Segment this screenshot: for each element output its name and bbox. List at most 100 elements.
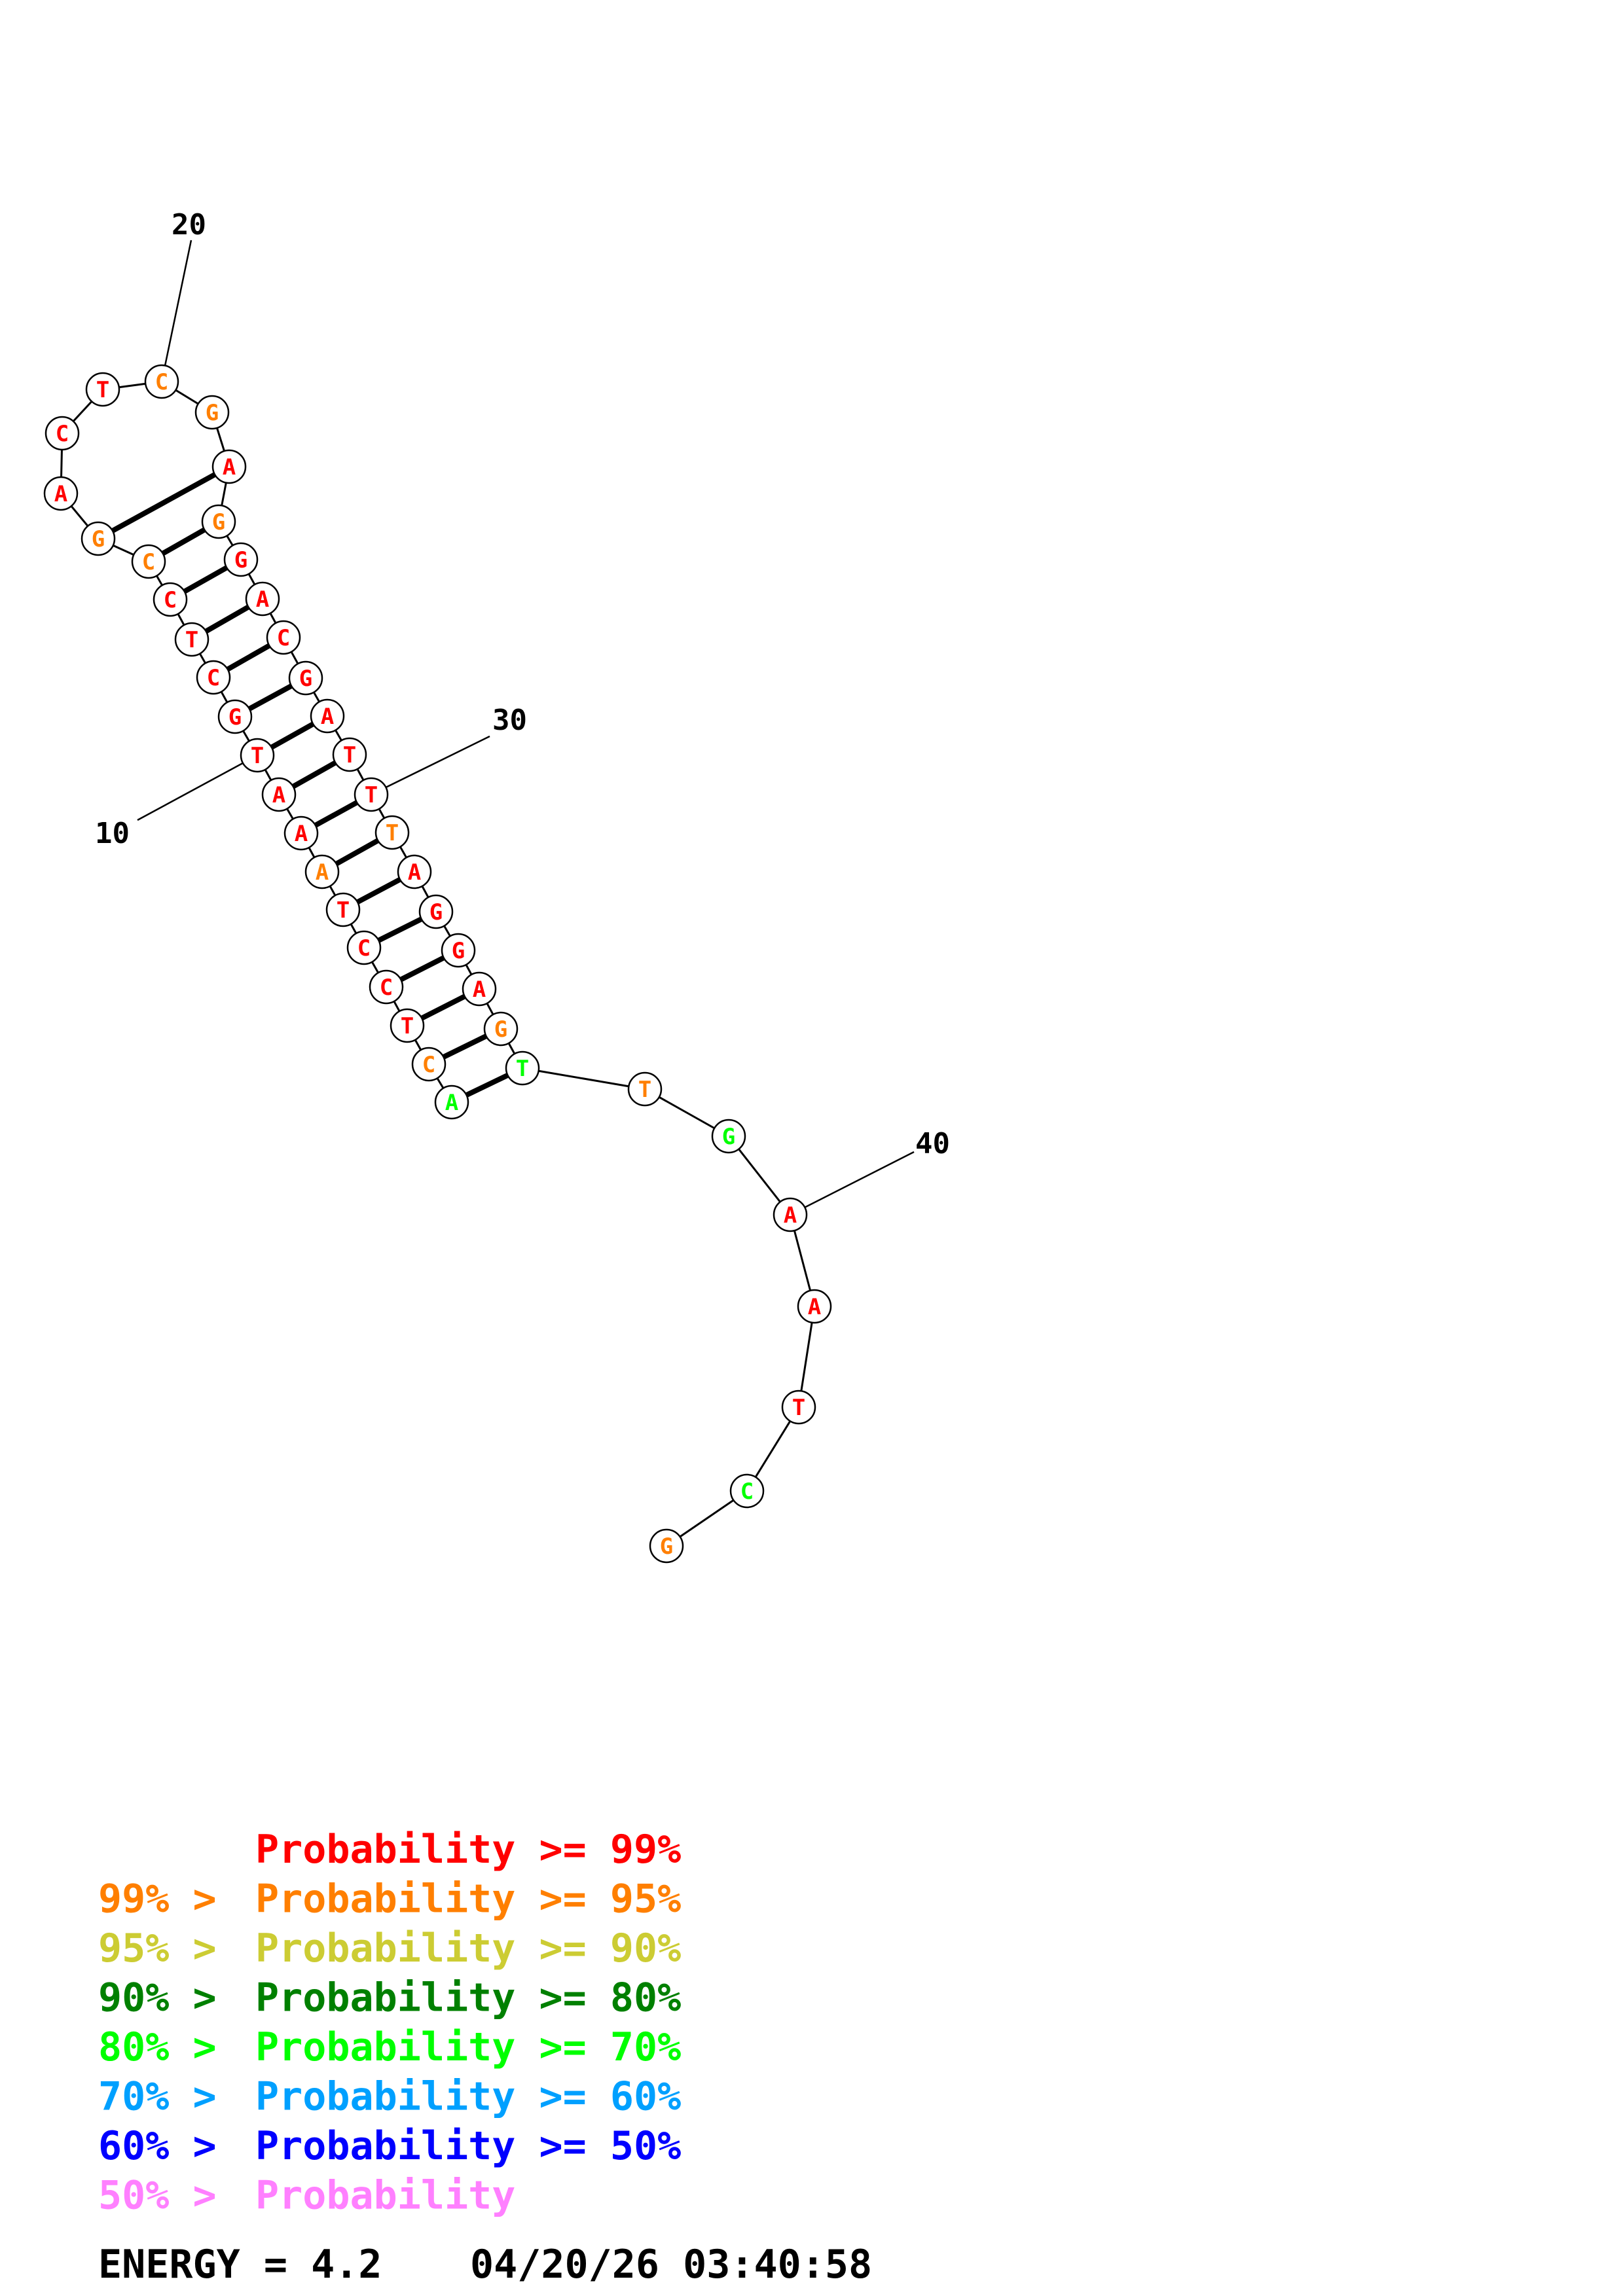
index-label: 40: [915, 1127, 950, 1160]
nucleotide-circle: [201, 504, 236, 539]
nucleotide: A: [304, 854, 340, 889]
nucleotide: T: [240, 738, 275, 773]
nucleotide-circle: [332, 737, 367, 772]
legend-label: Probability >= 90%: [255, 1926, 681, 1971]
legend-label: Probability >= 99%: [255, 1827, 681, 1873]
nucleotide-circle: [797, 1289, 832, 1324]
nucleotide: A: [462, 971, 497, 1007]
nucleotide-circle: [325, 892, 361, 927]
nucleotide-circle: [288, 660, 323, 696]
energy-text: ENERGY = 4.2: [98, 2242, 382, 2287]
nucleotide-letter: T: [337, 897, 350, 924]
nucleotide: G: [711, 1119, 746, 1154]
legend-range: 90% >: [98, 1975, 217, 2021]
nucleotide: G: [223, 542, 259, 577]
nucleotide: T: [325, 892, 361, 927]
index-tick-line: [790, 1151, 915, 1216]
nucleotide: A: [797, 1289, 832, 1324]
nucleotide-circle: [354, 777, 389, 812]
nucleotide-letter: A: [473, 977, 486, 1003]
nucleotide-letter: C: [155, 369, 168, 395]
nucleotide-letter: C: [357, 935, 371, 961]
nucleotide-circle: [418, 894, 454, 929]
nucleotide: A: [211, 449, 247, 484]
nucleotide: C: [196, 660, 231, 695]
nucleotide-letter: A: [808, 1294, 821, 1320]
nucleotide-letter: C: [164, 587, 177, 613]
nucleotide-letter: T: [343, 742, 356, 768]
nucleotide-circle: [397, 854, 432, 889]
legend-range: 80% >: [98, 2024, 217, 2070]
nucleotide-letter: G: [660, 1534, 673, 1560]
nucleotide: T: [354, 777, 389, 812]
nucleotide-circle: [240, 738, 275, 773]
nucleotide-circle: [223, 542, 259, 577]
nucleotide-circle: [483, 1011, 519, 1047]
nucleotide: G: [81, 521, 116, 556]
nucleotide: A: [397, 854, 432, 889]
nucleotide-letter: T: [792, 1395, 805, 1421]
nucleotide: C: [144, 364, 179, 399]
nucleotide-circle: [196, 660, 231, 695]
legend-range: 60% >: [98, 2123, 217, 2169]
nucleotide-circle: [374, 815, 410, 850]
nucleotide-letter: T: [638, 1077, 651, 1103]
nucleotide: A: [283, 816, 319, 851]
legend-label: Probability >= 80%: [255, 1975, 681, 2021]
nucleotide-letter: C: [422, 1052, 435, 1078]
nucleotide: C: [266, 620, 301, 655]
nucleotide: T: [627, 1071, 663, 1107]
nucleotide-letter: A: [321, 704, 334, 730]
nucleotide-circle: [346, 930, 382, 965]
legend-range: 70% >: [98, 2074, 217, 2120]
nucleotide-circle: [194, 395, 230, 430]
nucleotide-circle: [729, 1473, 765, 1509]
nucleotide-circle: [441, 933, 476, 968]
nucleotide-circle: [649, 1528, 684, 1564]
legend-range: 99% >: [98, 1876, 217, 1922]
nucleotide: A: [43, 476, 79, 511]
nucleotide-letter: T: [401, 1013, 414, 1039]
legend-label: Probability >= 95%: [255, 1876, 681, 1922]
nucleotide-circle: [131, 544, 166, 579]
nucleotide-letter: A: [256, 586, 269, 613]
nucleotide: G: [217, 699, 253, 734]
nucleotide-circle: [85, 372, 120, 407]
nucleotide: T: [781, 1390, 816, 1425]
nucleotide-circle: [781, 1390, 816, 1425]
nucleotide-letter: T: [365, 782, 378, 808]
nucleotide: A: [261, 777, 297, 812]
nucleotide-letter: G: [206, 400, 219, 426]
nucleotide: T: [374, 815, 410, 850]
nucleotide-circle: [245, 581, 280, 617]
nucleotide: A: [773, 1197, 808, 1232]
nucleotide-circle: [153, 582, 188, 617]
nucleotide-circle: [304, 854, 340, 889]
nucleotide-circle: [434, 1085, 469, 1120]
nucleotide: C: [729, 1473, 765, 1509]
nucleotide: C: [153, 582, 188, 617]
legend-label: Probability >= 50%: [255, 2123, 681, 2169]
nucleotide: A: [310, 698, 345, 734]
nucleotide-letter: T: [96, 377, 109, 403]
nucleotide: G: [201, 504, 236, 539]
nucleotide-circle: [217, 699, 253, 734]
nucleotide-circle: [505, 1050, 540, 1086]
index-label: 20: [172, 208, 206, 242]
legend-range: 50% >: [98, 2173, 217, 2219]
nucleotide: C: [369, 969, 404, 1005]
index-ticks: 10 20 30 40: [95, 208, 950, 1216]
index-tick-line: [160, 240, 192, 382]
nucleotide: G: [194, 395, 230, 430]
nucleotide: T: [505, 1050, 540, 1086]
backbone-segment: [522, 1067, 646, 1090]
nucleotide-letter: A: [316, 859, 329, 886]
nucleotide: T: [85, 372, 120, 407]
nucleotide-circle: [283, 816, 319, 851]
nucleotide-letter: C: [277, 625, 290, 651]
nucleotide-letter: A: [272, 782, 285, 808]
nucleotide-letter: A: [54, 481, 67, 507]
energy-footer: ENERGY = 4.2 04/20/26 03:40:58: [98, 2242, 872, 2287]
nucleotide-letter: G: [429, 899, 443, 925]
nucleotide-letter: C: [56, 421, 69, 447]
